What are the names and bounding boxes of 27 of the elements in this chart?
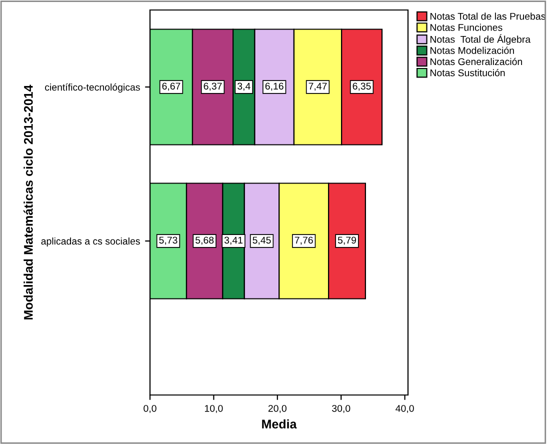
legend-label: Notas Total de las Pruebas (430, 12, 546, 20)
data-label: 6,37 (204, 82, 222, 91)
data-label: 5,45 (252, 236, 271, 245)
x-tick-label: 10,0 (204, 404, 223, 414)
x-tick-label: 0,0 (144, 404, 156, 414)
data-label: 3,4 (238, 82, 250, 91)
x-tick-label: 20,0 (268, 404, 286, 414)
data-label: 5,79 (338, 236, 356, 245)
legend-label: Notas Total de Álgebra (430, 34, 531, 45)
data-label: 3,41 (224, 236, 243, 245)
legend-label: Notas Sustitución (430, 69, 505, 76)
data-label: 5,73 (159, 236, 178, 245)
data-label: 6,67 (162, 82, 180, 91)
data-label: 6,35 (352, 82, 371, 91)
legend-label: Notas Modelización (430, 46, 514, 54)
legend-label: Notas Funciones (430, 24, 502, 31)
x-tick-label: 40,0 (396, 404, 414, 414)
y-tick-label: científico-tecnológicas (45, 83, 140, 93)
legend-label: Notas Generalización (430, 58, 522, 66)
y-axis-title: Modalidad Matemáticas ciclo 2013-2014 (24, 84, 33, 320)
x-axis-title: Media (262, 419, 297, 429)
data-label: 6,16 (265, 82, 284, 91)
y-tick-label: aplicadas a cs sociales (41, 237, 140, 247)
data-label: 5,68 (196, 236, 214, 245)
data-label: 7,76 (294, 236, 313, 245)
data-label: 7,47 (308, 82, 327, 91)
x-tick-label: 30,0 (332, 404, 350, 414)
